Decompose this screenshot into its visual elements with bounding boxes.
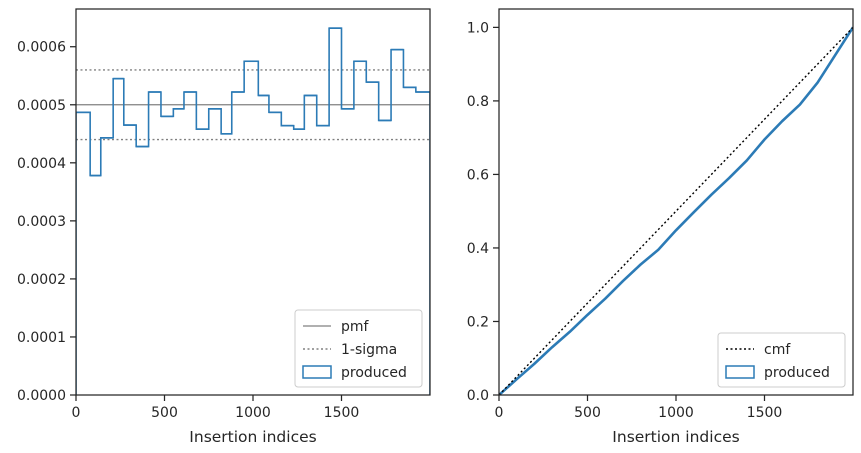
legend-box bbox=[294, 309, 423, 388]
y-tick-label: 0.0002 bbox=[17, 272, 66, 288]
x-tick-label: 0 bbox=[495, 405, 504, 421]
legend-handle-produced bbox=[302, 365, 332, 379]
y-tick-label: 0.0004 bbox=[17, 156, 66, 172]
y-tick-label: 0.8 bbox=[467, 94, 489, 110]
y-tick-label: 0.0006 bbox=[17, 40, 66, 56]
y-tick-label: 0.0000 bbox=[17, 388, 66, 404]
legend-label-1-sigma: 1-sigma bbox=[341, 342, 397, 358]
y-tick-label: 0.0 bbox=[467, 388, 489, 404]
x-axis-label: Insertion indices bbox=[612, 428, 739, 446]
cumulative-panel: 0 500 1000 1500 0.0 0.2 0.4 0.6 0.8 1.0 Insertion … bbox=[467, 8, 854, 446]
legend-label-produced: produced bbox=[764, 365, 830, 381]
x-tick-label: 1500 bbox=[747, 405, 783, 421]
y-tick-label: 0.0003 bbox=[17, 214, 66, 230]
histogram-panel: 0 500 1000 1500 0.0000 0.0001 0.0002 0.0003 0.00… bbox=[17, 8, 431, 446]
x-axis-label: Insertion indices bbox=[189, 428, 316, 446]
y-tick-label: 0.4 bbox=[467, 241, 489, 257]
x-tick-label: 1000 bbox=[235, 405, 271, 421]
legend-label-produced: produced bbox=[341, 365, 407, 381]
legend-box bbox=[717, 332, 846, 388]
x-tick-label: 1500 bbox=[324, 405, 360, 421]
legend-handle-produced bbox=[725, 365, 755, 379]
y-tick-label: 0.0005 bbox=[17, 98, 66, 114]
legend-label-pmf: pmf bbox=[341, 319, 370, 335]
x-tick-label: 0 bbox=[72, 405, 81, 421]
x-tick-label: 500 bbox=[574, 405, 601, 421]
y-tick-label: 0.6 bbox=[467, 167, 489, 183]
y-tick-label: 0.0001 bbox=[17, 330, 66, 346]
y-tick-label: 1.0 bbox=[467, 20, 489, 36]
legend-label-cmf: cmf bbox=[764, 342, 791, 358]
x-tick-label: 1000 bbox=[658, 405, 694, 421]
y-tick-label: 0.2 bbox=[467, 314, 489, 330]
x-tick-label: 500 bbox=[151, 405, 178, 421]
